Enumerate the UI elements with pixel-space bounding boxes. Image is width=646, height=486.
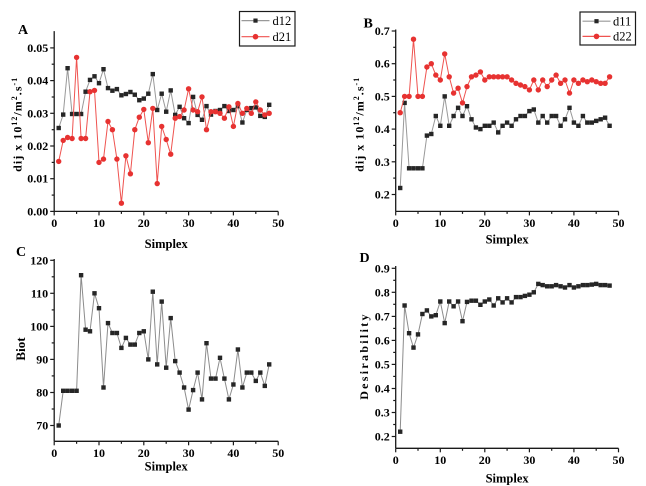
svg-text:dij x 1012/m2.s-1: dij x 1012/m2.s-1 [10,77,24,172]
svg-text:120: 120 [30,253,48,267]
svg-text:0.2: 0.2 [375,188,390,202]
svg-text:10: 10 [93,216,105,230]
svg-text:40: 40 [568,453,580,467]
svg-text:d22: d22 [613,30,632,44]
svg-text:0.03: 0.03 [27,106,48,120]
svg-text:Simplex: Simplex [145,237,189,251]
svg-text:0: 0 [51,216,57,230]
svg-text:0.6: 0.6 [375,333,390,347]
svg-text:0: 0 [393,453,399,467]
svg-text:0.3: 0.3 [375,406,390,420]
svg-text:10: 10 [93,446,105,460]
svg-text:0.5: 0.5 [375,357,390,371]
svg-text:Simplex: Simplex [145,460,189,474]
svg-text:0.2: 0.2 [375,430,390,444]
svg-text:Biot: Biot [13,337,28,361]
svg-text:Simplex: Simplex [486,233,530,247]
svg-text:0.7: 0.7 [375,24,390,38]
svg-text:80: 80 [36,386,48,400]
svg-text:10: 10 [434,216,446,230]
svg-text:0.7: 0.7 [375,309,390,323]
svg-text:70: 70 [36,419,48,433]
svg-text:d11: d11 [613,14,631,28]
svg-text:B: B [364,17,373,32]
svg-text:40: 40 [227,216,239,230]
svg-text:0.4: 0.4 [375,382,390,396]
svg-text:50: 50 [613,453,625,467]
svg-text:Desirability: Desirability [357,312,371,400]
svg-text:110: 110 [31,286,48,300]
svg-text:0.01: 0.01 [27,172,48,186]
svg-text:30: 30 [523,216,535,230]
svg-text:20: 20 [479,216,491,230]
svg-text:40: 40 [227,446,239,460]
svg-text:0: 0 [393,216,399,230]
svg-text:dij x 1012/m2.s-1: dij x 1012/m2.s-1 [352,77,366,172]
svg-text:30: 30 [523,453,535,467]
svg-text:20: 20 [138,446,150,460]
svg-text:20: 20 [138,216,150,230]
svg-text:90: 90 [36,352,48,366]
svg-text:50: 50 [613,216,625,230]
svg-text:A: A [18,23,29,38]
svg-text:30: 30 [183,446,195,460]
svg-text:40: 40 [568,216,580,230]
svg-text:0.05: 0.05 [27,41,48,55]
svg-text:C: C [16,245,26,260]
svg-text:0.04: 0.04 [27,74,48,88]
svg-text:100: 100 [30,319,48,333]
svg-text:50: 50 [272,446,284,460]
svg-text:d21: d21 [273,30,292,44]
svg-text:Simplex: Simplex [486,472,530,486]
svg-text:20: 20 [479,453,491,467]
svg-text:0.02: 0.02 [27,139,48,153]
svg-text:10: 10 [434,453,446,467]
svg-text:0.00: 0.00 [27,204,48,218]
svg-text:D: D [360,251,370,266]
svg-text:0.9: 0.9 [375,261,390,275]
svg-text:d12: d12 [273,14,292,28]
svg-text:30: 30 [183,216,195,230]
svg-text:0: 0 [51,446,57,460]
svg-text:0.4: 0.4 [375,122,390,136]
svg-text:0.6: 0.6 [375,57,390,71]
svg-text:0.5: 0.5 [375,89,390,103]
svg-text:50: 50 [272,216,284,230]
svg-text:0.3: 0.3 [375,155,390,169]
svg-text:0.8: 0.8 [375,285,390,299]
